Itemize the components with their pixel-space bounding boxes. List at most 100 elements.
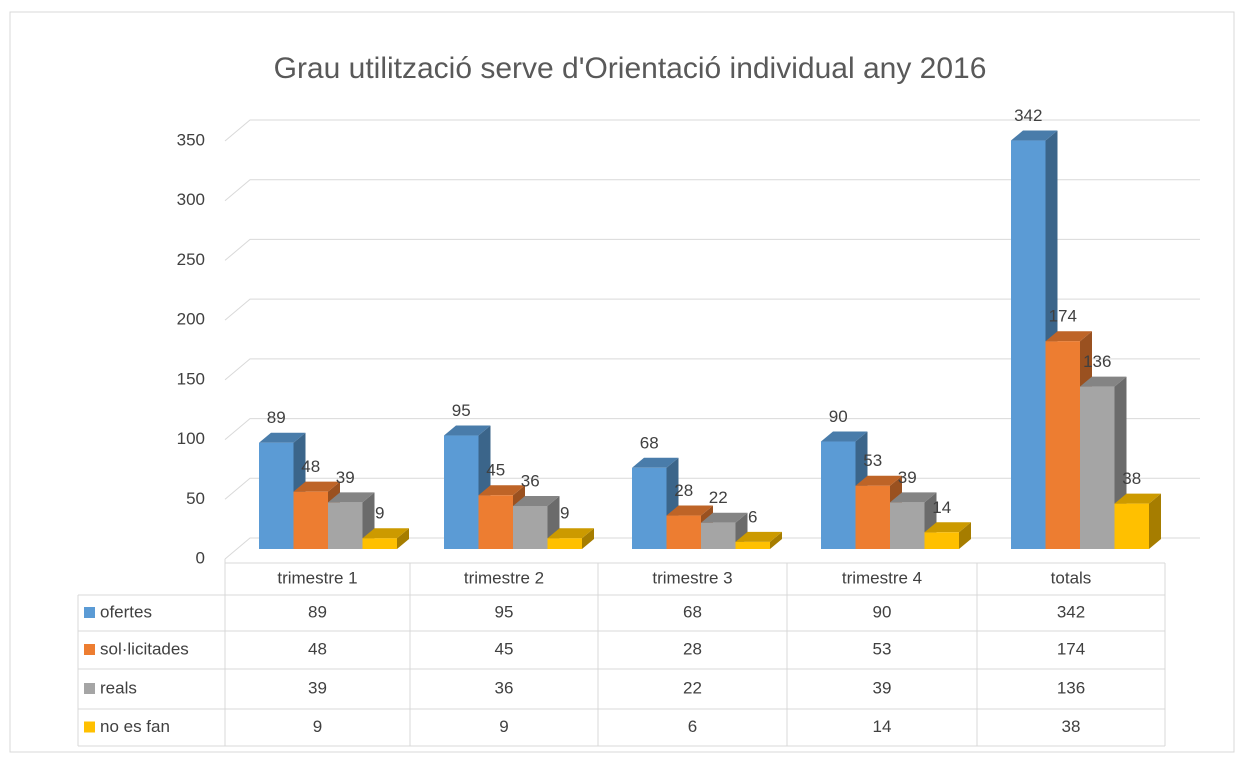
- bar-front: [1045, 341, 1080, 549]
- value-label: 89: [267, 408, 286, 427]
- value-label: 174: [1049, 307, 1077, 326]
- bar-top: [855, 475, 902, 486]
- bar-top: [259, 432, 306, 443]
- bar-top: [1045, 331, 1092, 342]
- table-cell: 6: [688, 717, 697, 736]
- bar-front: [890, 502, 925, 549]
- bar-top: [1114, 493, 1161, 504]
- bar-top: [478, 485, 525, 496]
- value-label: 9: [375, 504, 384, 523]
- legend-label: ofertes: [100, 602, 152, 621]
- bar-front: [478, 495, 513, 549]
- chart-title: Grau utilització serve d'Orientació indi…: [274, 52, 987, 85]
- bar-front: [444, 435, 479, 549]
- value-label: 36: [521, 471, 540, 490]
- table-cell: 95: [495, 602, 514, 621]
- bar-top: [513, 496, 560, 507]
- value-label: 90: [829, 407, 848, 426]
- bar-front: [547, 538, 582, 549]
- x-tick-label: trimestre 2: [464, 568, 544, 587]
- x-tick-label: totals: [1051, 568, 1092, 587]
- grid-line: [224, 298, 1200, 321]
- table-cell: 48: [308, 639, 327, 658]
- bar-top: [444, 425, 491, 436]
- bar-top: [1080, 376, 1127, 387]
- y-tick-label: 0: [196, 548, 205, 567]
- legend-swatch: [84, 721, 95, 733]
- bar: [1114, 493, 1161, 549]
- bar-front: [855, 485, 890, 549]
- table-cell: 14: [873, 717, 892, 736]
- legend-swatch: [84, 683, 95, 694]
- y-tick-label: 100: [177, 429, 205, 448]
- y-tick-label: 50: [186, 489, 205, 508]
- value-label: 95: [452, 401, 471, 420]
- grid-line: [224, 179, 1200, 202]
- bar-top: [632, 457, 679, 468]
- bar-top: [890, 492, 937, 503]
- table-cell: 45: [495, 639, 514, 658]
- bar-top: [293, 481, 340, 492]
- legend-label: reals: [100, 678, 137, 697]
- table-cell: 38: [1062, 717, 1081, 736]
- bar-front: [362, 538, 397, 549]
- bar-top: [547, 528, 594, 539]
- bar-front: [259, 442, 294, 549]
- bar-top: [666, 505, 713, 516]
- table-cell: 342: [1057, 602, 1085, 621]
- bar-front: [1080, 386, 1115, 549]
- table-cell: 136: [1057, 678, 1085, 697]
- bar-top: [735, 531, 782, 542]
- value-label: 68: [640, 433, 659, 452]
- legend-label: sol·licitades: [100, 639, 189, 658]
- bar-front: [1114, 503, 1149, 549]
- bar-side: [770, 531, 782, 549]
- bar-side: [959, 522, 971, 549]
- table-cell: 36: [495, 678, 514, 697]
- y-tick-label: 350: [177, 130, 205, 149]
- x-tick-label: trimestre 4: [842, 568, 922, 587]
- y-tick-label: 300: [177, 190, 205, 209]
- bar-front: [513, 506, 548, 549]
- bar-front: [924, 532, 959, 549]
- bar-top: [701, 512, 748, 523]
- x-tick-label: trimestre 3: [652, 568, 732, 587]
- legend-swatch: [84, 644, 95, 655]
- bar-top: [821, 431, 868, 442]
- table-cell: 89: [308, 602, 327, 621]
- grid-line: [224, 238, 1200, 261]
- bar: [362, 528, 409, 549]
- bar-side: [397, 528, 409, 549]
- bar-top: [1011, 130, 1058, 141]
- value-label: 45: [486, 461, 505, 480]
- table-cell: 28: [683, 639, 702, 658]
- bar-top: [362, 528, 409, 539]
- legend-swatch: [84, 607, 95, 618]
- bar-front: [701, 522, 736, 549]
- value-label: 38: [1122, 469, 1141, 488]
- value-label: 53: [863, 451, 882, 470]
- bar-front: [735, 541, 770, 549]
- bar-front: [666, 515, 701, 549]
- y-tick-label: 150: [177, 369, 205, 388]
- x-tick-label: trimestre 1: [277, 568, 357, 587]
- grid-line: [224, 119, 1200, 142]
- y-tick-label: 200: [177, 310, 205, 329]
- bar-front: [1011, 140, 1046, 549]
- value-label: 14: [932, 498, 951, 517]
- table-cell: 68: [683, 602, 702, 621]
- bar-front: [632, 467, 667, 549]
- bar-top: [328, 492, 375, 503]
- bar-front: [328, 502, 363, 549]
- value-label: 48: [301, 457, 320, 476]
- table-cell: 22: [683, 678, 702, 697]
- bar-top: [924, 522, 971, 533]
- value-label: 39: [336, 468, 355, 487]
- bar-front: [821, 441, 856, 549]
- table-cell: 39: [873, 678, 892, 697]
- grid-line: [224, 418, 1200, 440]
- value-label: 136: [1083, 352, 1111, 371]
- bar: [547, 528, 594, 549]
- table-cell: 174: [1057, 639, 1085, 658]
